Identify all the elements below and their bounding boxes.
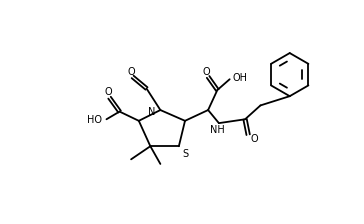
Text: O: O — [203, 67, 210, 77]
Text: O: O — [250, 134, 258, 144]
Text: O: O — [127, 67, 135, 77]
Text: NH: NH — [210, 125, 225, 135]
Text: HO: HO — [87, 115, 102, 125]
Text: N: N — [148, 107, 155, 116]
Text: S: S — [183, 149, 189, 159]
Text: O: O — [104, 87, 112, 97]
Text: OH: OH — [233, 73, 248, 83]
